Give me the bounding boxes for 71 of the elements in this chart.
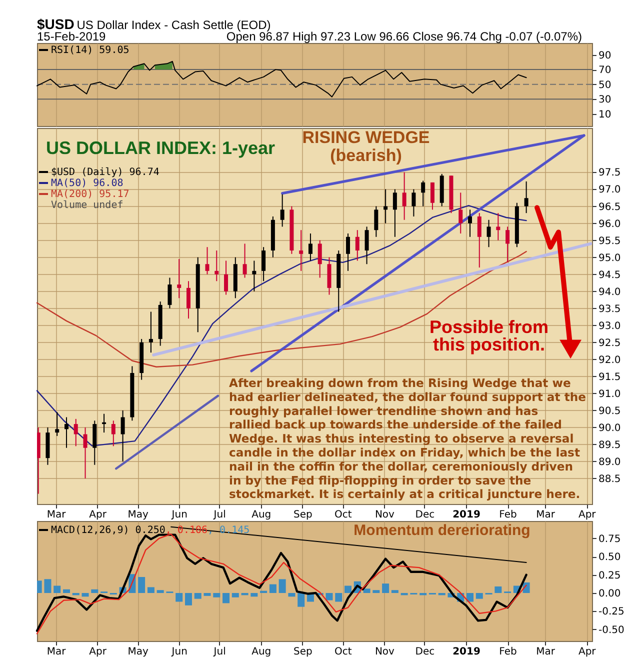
y-tick-label: -0.25	[598, 606, 624, 618]
y-tick-label: 0.25	[598, 570, 621, 582]
y-tick-label: 89.5	[598, 440, 621, 451]
x-tick-label: Dec	[415, 646, 435, 658]
x-tick-label: 2019	[452, 646, 480, 658]
annotation: Momentum dereriorating	[354, 522, 530, 539]
annotation: US DOLLAR INDEX: 1-year	[46, 138, 276, 158]
x-tick-label: Dec	[415, 510, 435, 520]
legend-label: MA(50) 96.08	[51, 178, 124, 189]
annotation: Possible from this position.	[429, 317, 549, 354]
x-tick-label: Sep	[294, 646, 312, 658]
legend-label: $USD (Daily) 96.74	[51, 167, 160, 178]
legend-label: MACD(12,26,9) 0.250	[51, 525, 166, 536]
x-tick-label: Jun	[170, 646, 188, 658]
y-tick-label: 94.5	[598, 270, 621, 281]
x-tick-label: Jun	[170, 510, 188, 520]
x-tick-label: Aug	[252, 510, 272, 520]
y-tick-label: 50	[598, 80, 612, 91]
legend-label: RSI(14) 59.05	[51, 45, 130, 56]
x-tick-label: May	[128, 646, 148, 658]
y-tick-label: 90	[598, 50, 612, 62]
chart-subtitle: 15-Feb-2019	[37, 30, 106, 44]
y-tick-label: 92.5	[598, 338, 621, 349]
x-tick-label: Feb	[499, 510, 517, 520]
y-tick-label: 97.0	[598, 184, 621, 196]
legend-label: MA(200) 95.17	[51, 189, 130, 200]
x-tick-label: Oct	[334, 510, 352, 520]
x-tick-label: Apr	[578, 510, 597, 520]
y-tick-label: 96.0	[598, 218, 621, 230]
x-tick-label: Mar	[46, 646, 67, 658]
x-tick-label: Apr	[578, 646, 597, 658]
x-tick-label: Aug	[252, 646, 272, 658]
y-tick-label: 88.5	[598, 474, 621, 485]
x-tick-label: Apr	[89, 510, 108, 520]
y-tick-label: 0.00	[598, 588, 621, 600]
y-tick-label: 93.5	[598, 304, 621, 315]
x-tick-label: Jul	[212, 510, 226, 520]
y-tick-label: 70	[598, 65, 612, 76]
y-tick-label: 89.0	[598, 456, 621, 468]
annotation: RISING WEDGE (bearish)	[302, 128, 430, 165]
x-tick-label: Mar	[536, 510, 556, 520]
x-tick-label: Oct	[334, 646, 352, 658]
y-tick-label: 95.0	[598, 252, 621, 264]
y-tick-label: 0.75	[598, 534, 621, 545]
text: After breaking down from the Rising Wedge that we had earlier delineated, the dollar found support at the roughly parallel lower trendline shown and has rallied back up towards the underside of the failed Wedge. It was thus interesting to observe a reversal candle in the dollar index on Friday, which be the last nail in the coffin for the dollar, ceremoniously driven in by the Fed flip-flopping in order to save the stockmarket. It is certainly at a critical juncture here.	[229, 376, 586, 502]
x-tick-label: Mar	[536, 646, 556, 658]
x-tick-label: Apr	[89, 646, 108, 658]
x-tick-label: Sep	[294, 510, 312, 520]
annotation: Volume undef	[51, 200, 124, 211]
y-tick-label: 30	[598, 94, 612, 106]
y-tick-label: 90.0	[598, 422, 621, 434]
y-tick-label: 96.5	[598, 202, 621, 213]
x-tick-label: Jul	[212, 646, 226, 658]
x-tick-label: Nov	[374, 646, 395, 658]
y-tick-label: 92.0	[598, 354, 621, 366]
y-tick-label: 97.5	[598, 168, 621, 179]
y-tick-label: 0.50	[598, 552, 621, 564]
x-tick-label: Nov	[374, 510, 395, 520]
y-tick-label: 93.0	[598, 320, 621, 332]
chart-title: $USD US Dollar Index - Cash Settle (EOD)	[37, 16, 271, 32]
y-tick-label: 90.5	[598, 406, 621, 417]
x-tick-label: 2019	[452, 510, 480, 520]
y-tick-label: 10	[598, 109, 612, 120]
x-tick-label: Feb	[499, 646, 517, 658]
x-tick-label: May	[128, 510, 148, 520]
y-tick-label: 94.0	[598, 286, 621, 298]
y-tick-label: 91.0	[598, 388, 621, 400]
y-tick-label: 91.5	[598, 372, 621, 383]
x-tick-label: Mar	[46, 510, 67, 520]
y-tick-label: 95.5	[598, 236, 621, 247]
y-tick-label: -0.50	[598, 624, 624, 636]
